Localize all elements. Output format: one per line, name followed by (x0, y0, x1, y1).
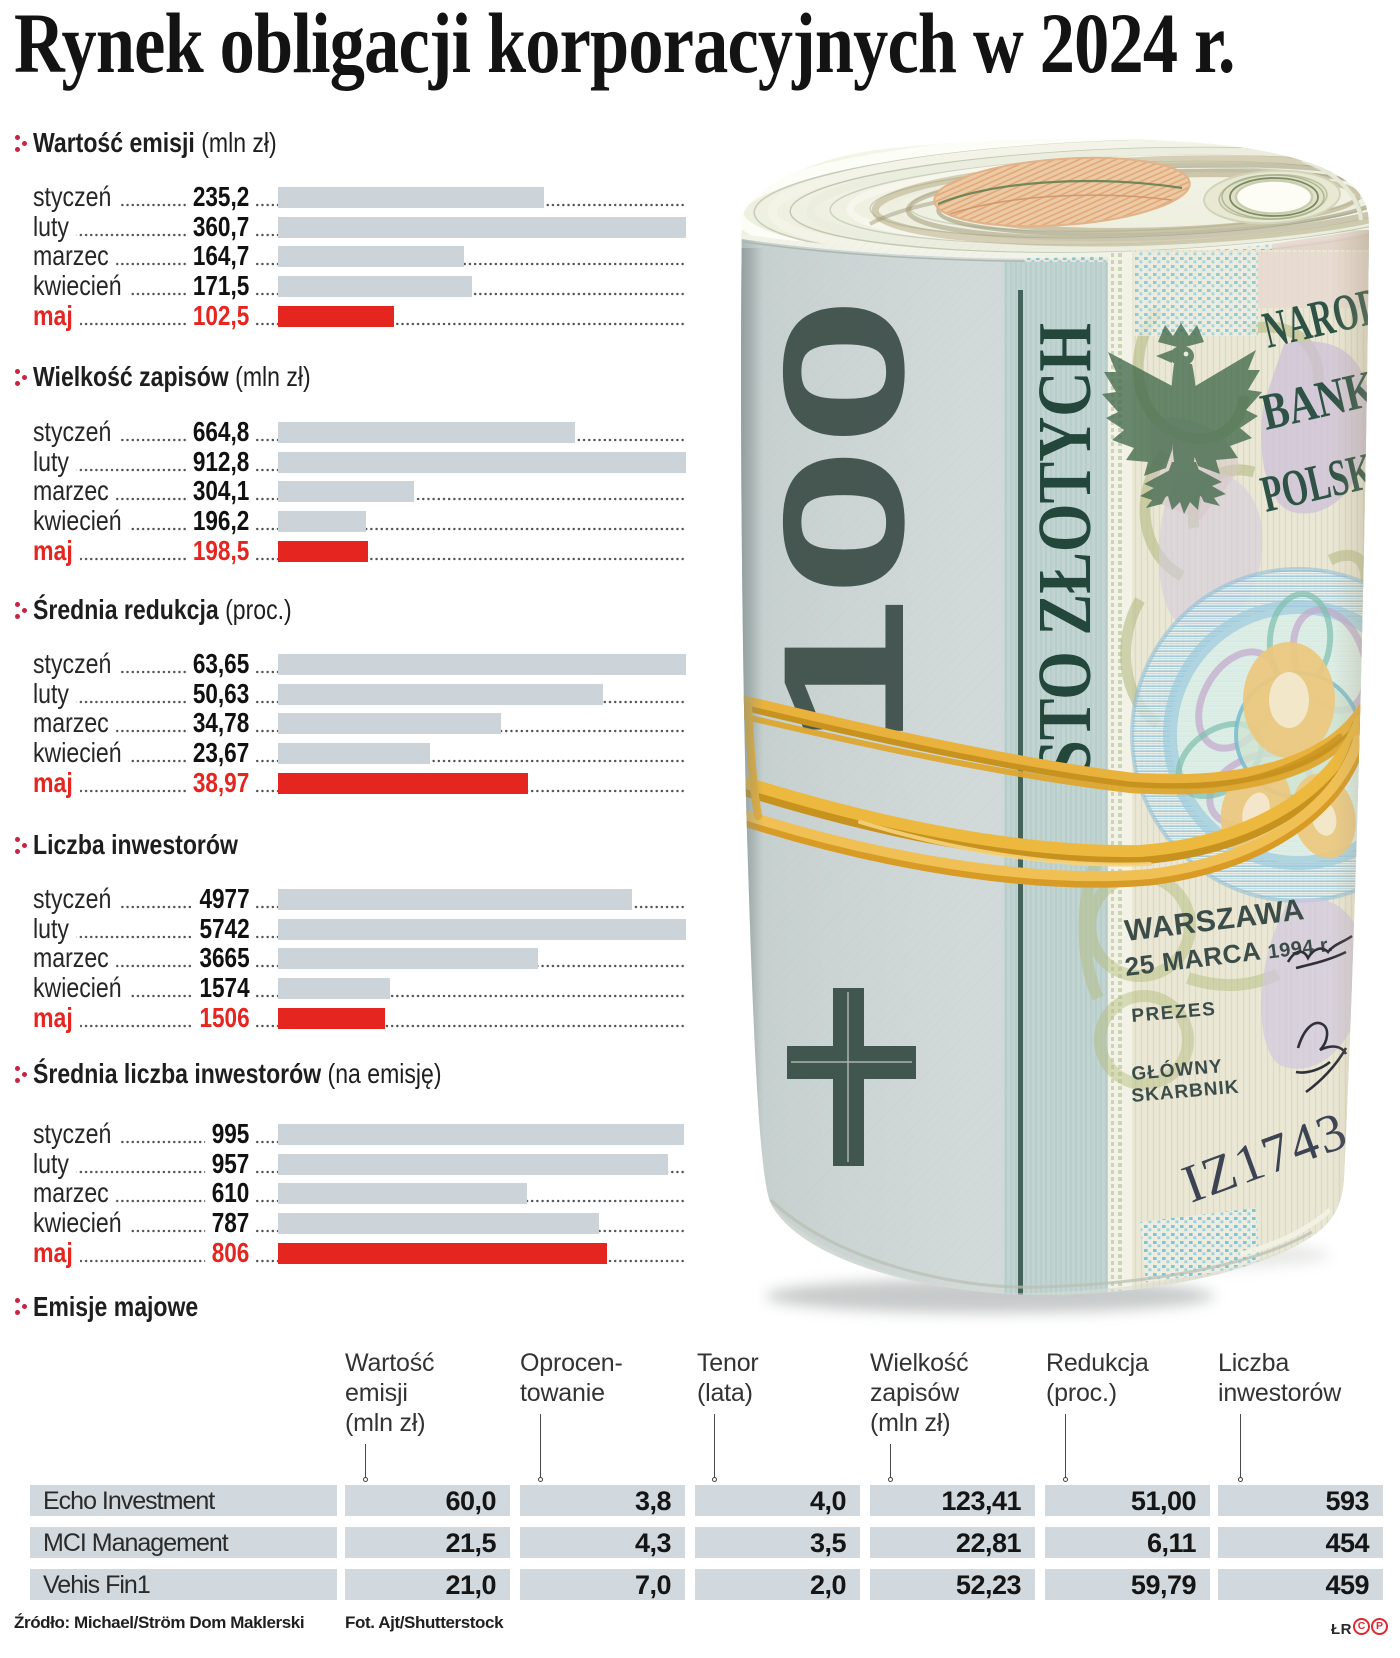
svg-text:100: 100 (748, 296, 940, 748)
svg-text:STO ZŁOTYCH: STO ZŁOTYCH (1023, 323, 1107, 775)
